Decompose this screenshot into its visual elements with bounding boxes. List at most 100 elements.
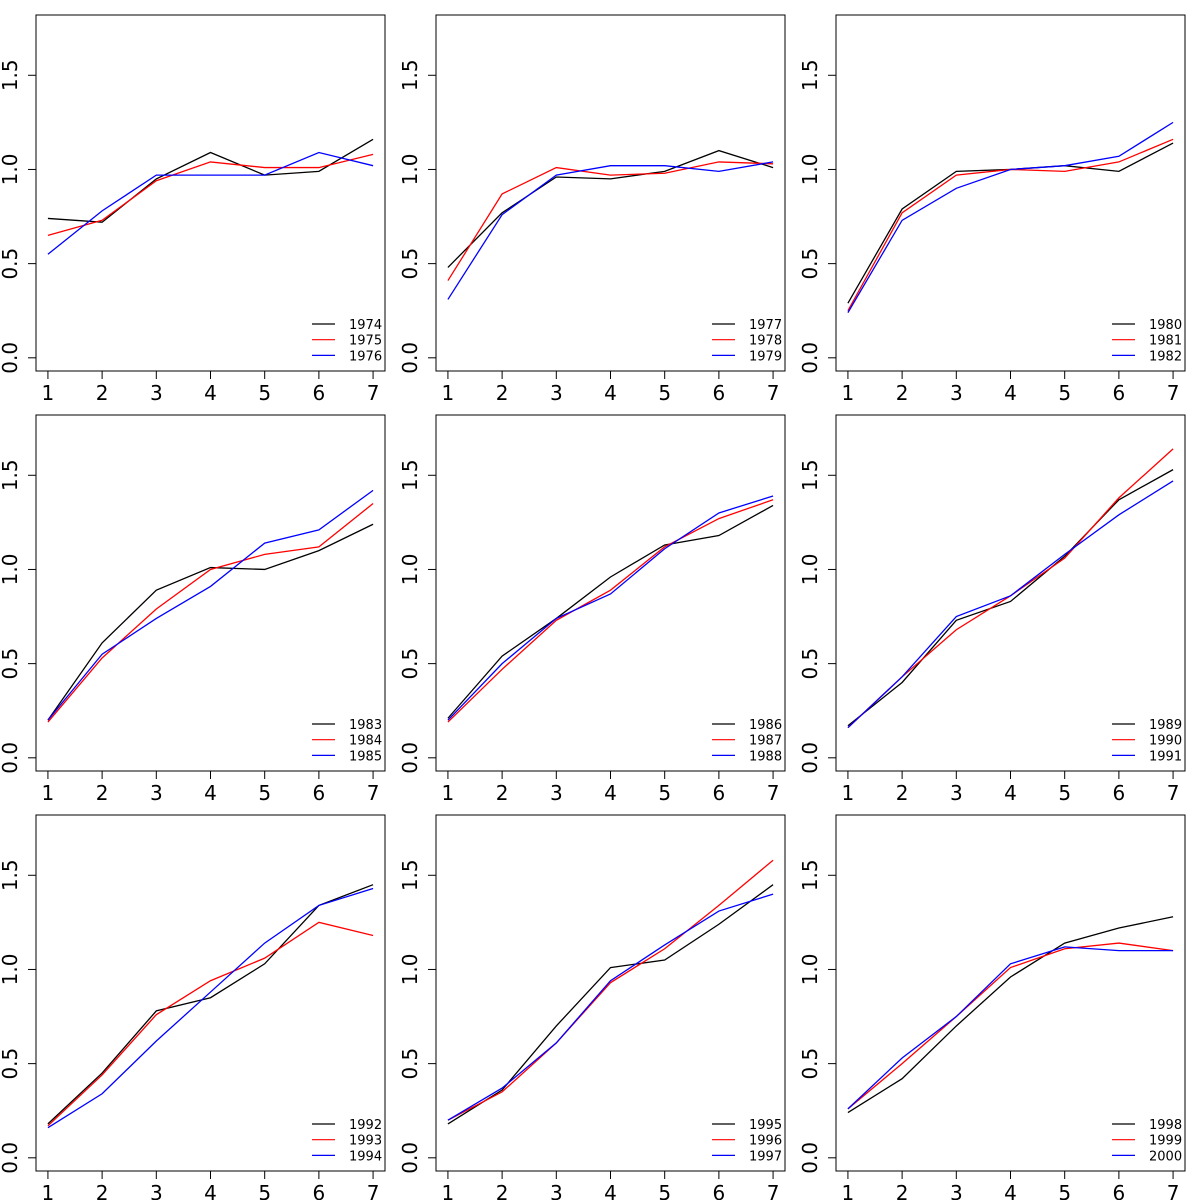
legend-label: 1999 [1149, 1134, 1182, 1149]
y-tick-label: 1.5 [398, 59, 422, 91]
x-tick-label: 3 [950, 781, 963, 805]
x-tick-label: 4 [1004, 381, 1017, 405]
y-tick-label: 0.0 [0, 342, 22, 374]
legend-label: 1991 [1149, 749, 1182, 764]
x-tick-label: 6 [1113, 1181, 1126, 1200]
y-tick-label: 0.5 [398, 648, 422, 680]
x-tick-label: 5 [1058, 381, 1071, 405]
x-tick-label: 5 [1058, 781, 1071, 805]
legend-label: 1981 [1149, 334, 1182, 349]
legend-label: 1997 [749, 1149, 782, 1164]
y-tick-label: 0.0 [398, 342, 422, 374]
legend-label: 1986 [749, 718, 782, 733]
legend-label: 1994 [349, 1149, 382, 1164]
x-tick-label: 2 [496, 381, 509, 405]
legend-label: 1982 [1149, 349, 1182, 364]
legend-label: 1988 [749, 749, 782, 764]
series-line-1995 [447, 884, 774, 1125]
legend-label: 1996 [749, 1134, 782, 1149]
series-line-1997 [447, 893, 774, 1121]
plot-frame [35, 814, 386, 1172]
x-tick-label: 7 [767, 1181, 780, 1200]
x-tick-label: 3 [950, 1181, 963, 1200]
legend-label: 1993 [349, 1134, 382, 1149]
y-tick-label: 1.5 [398, 859, 422, 891]
x-tick-label: 3 [550, 781, 563, 805]
plot-frame [835, 814, 1186, 1172]
series-line-1990 [847, 448, 1174, 729]
series-line-1987 [447, 499, 774, 723]
x-tick-label: 7 [767, 381, 780, 405]
y-tick-label: 0.0 [798, 742, 822, 774]
y-tick-label: 1.0 [798, 554, 822, 586]
x-tick-label: 6 [313, 781, 326, 805]
y-tick-label: 0.5 [798, 648, 822, 680]
series-line-1999 [847, 942, 1174, 1110]
series-line-1983 [47, 523, 374, 721]
x-tick-label: 1 [842, 381, 855, 405]
legend-label: 1980 [1149, 318, 1182, 333]
x-tick-label: 2 [496, 1181, 509, 1200]
y-tick-label: 1.5 [798, 859, 822, 891]
x-tick-label: 5 [658, 781, 671, 805]
legend-label: 1984 [349, 734, 382, 749]
y-tick-label: 0.0 [798, 342, 822, 374]
x-tick-label: 4 [604, 781, 617, 805]
series-line-1977 [447, 149, 774, 268]
series-line-1976 [47, 151, 374, 255]
x-tick-label: 5 [258, 381, 271, 405]
x-tick-label: 6 [713, 381, 726, 405]
x-tick-label: 4 [604, 381, 617, 405]
series-line-1986 [447, 504, 774, 719]
x-tick-label: 7 [1167, 381, 1180, 405]
x-tick-label: 5 [658, 1181, 671, 1200]
legend-label: 1975 [349, 334, 382, 349]
legend-label: 1992 [349, 1118, 382, 1133]
y-tick-label: 0.5 [0, 248, 22, 280]
series-line-1994 [47, 887, 374, 1129]
series-line-1991 [847, 480, 1174, 729]
y-tick-label: 1.5 [0, 459, 22, 491]
plot-frame [35, 14, 386, 372]
x-tick-label: 7 [1167, 781, 1180, 805]
legend-label: 1974 [349, 318, 382, 333]
legend-label: 1998 [1149, 1118, 1182, 1133]
x-tick-label: 6 [1113, 781, 1126, 805]
y-tick-label: 0.0 [0, 742, 22, 774]
x-tick-label: 4 [204, 1181, 217, 1200]
y-tick-label: 0.5 [398, 1048, 422, 1080]
x-tick-label: 1 [42, 381, 55, 405]
x-tick-label: 1 [842, 1181, 855, 1200]
x-tick-label: 2 [896, 1181, 909, 1200]
x-tick-label: 2 [96, 1181, 109, 1200]
x-tick-label: 7 [367, 381, 380, 405]
plot-frame [435, 414, 786, 772]
y-tick-label: 0.0 [798, 1142, 822, 1174]
series-line-1992 [47, 884, 374, 1125]
x-tick-label: 5 [658, 381, 671, 405]
x-tick-label: 7 [1167, 1181, 1180, 1200]
legend-label: 1989 [1149, 718, 1182, 733]
x-tick-label: 4 [604, 1181, 617, 1200]
x-tick-label: 1 [42, 1181, 55, 1200]
y-tick-label: 1.0 [798, 954, 822, 986]
legend-label: 1985 [349, 749, 382, 764]
x-tick-label: 3 [150, 1181, 163, 1200]
x-tick-label: 2 [896, 781, 909, 805]
y-tick-label: 0.5 [0, 648, 22, 680]
y-tick-label: 1.0 [0, 954, 22, 986]
legend-label: 1979 [749, 349, 782, 364]
x-tick-label: 6 [713, 781, 726, 805]
